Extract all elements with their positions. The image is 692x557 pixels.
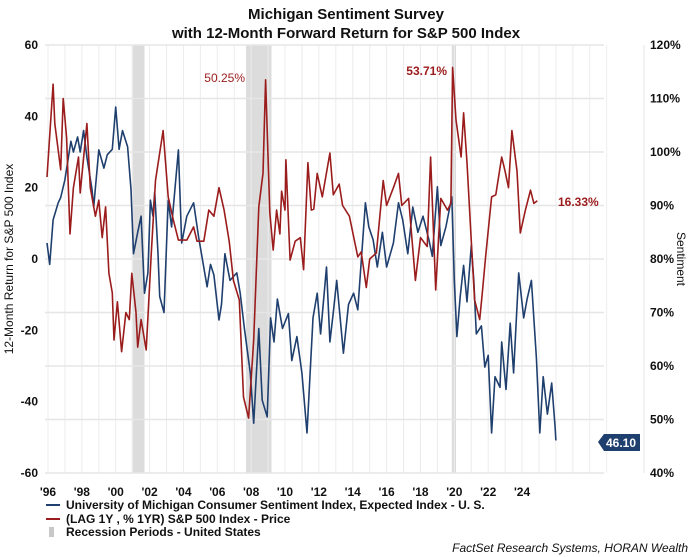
x-tick-label: '98 (74, 485, 91, 499)
x-tick-label: '06 (209, 485, 226, 499)
x-tick-label: '02 (141, 485, 158, 499)
left-tick-label: 60 (25, 38, 39, 52)
annotation-last-sp500: 16.33% (558, 195, 599, 209)
x-tick-label: '16 (378, 485, 395, 499)
x-tick-label: '20 (446, 485, 463, 499)
annotation-last-sentiment: 46.10 (606, 436, 636, 450)
x-tick-label: '96 (40, 485, 57, 499)
series-lines (46, 66, 557, 441)
annotation-peak-2020: 53.71% (406, 64, 447, 78)
right-axis-label: Sentiment (674, 232, 688, 287)
x-tick-label: '00 (108, 485, 125, 499)
left-axis-label: 12-Month Return for S&P 500 Index (2, 164, 16, 355)
source-note: FactSet Research Systems, HORAN Wealth (452, 541, 688, 555)
right-tick-label: 50% (650, 413, 674, 427)
axis-ticks: 60 40 20 0 -20 -40 -60 120% 110% 100% 90% 80% 70% 60%… (21, 38, 681, 499)
right-tick-label: 90% (650, 199, 674, 213)
last-sentiment-badge (598, 434, 640, 451)
annotation-peak-2008: 50.25% (204, 71, 245, 85)
right-tick-label: 100% (650, 145, 681, 159)
right-tick-label: 80% (650, 252, 674, 266)
left-tick-label: 20 (25, 181, 39, 195)
right-tick-label: 70% (650, 306, 674, 320)
right-tick-label: 110% (650, 92, 680, 106)
left-tick-label: -20 (21, 323, 39, 337)
right-tick-label: 120% (650, 38, 681, 52)
legend-recession: Recession Periods - United States (66, 525, 261, 539)
x-tick-label: '08 (243, 485, 260, 499)
sentiment-line (46, 106, 557, 441)
right-tick-label: 40% (650, 466, 674, 480)
x-tick-label: '04 (175, 485, 192, 499)
x-tick-label: '10 (277, 485, 294, 499)
x-tick-label: '18 (412, 485, 429, 499)
right-tick-label: 60% (650, 359, 674, 373)
sp500-return-line (46, 66, 538, 419)
x-tick-label: '22 (480, 485, 497, 499)
chart-title: Michigan Sentiment Survey (248, 6, 445, 23)
left-tick-label: 0 (31, 252, 38, 266)
legend-swatch-recession (49, 527, 54, 537)
chart-subtitle: with 12-Month Forward Return for S&P 500… (171, 25, 521, 42)
left-tick-label: 40 (25, 109, 39, 123)
left-tick-label: -60 (21, 466, 39, 480)
legend-sentiment: University of Michigan Consumer Sentimen… (66, 498, 485, 512)
left-tick-label: -40 (21, 395, 39, 409)
x-tick-label: '12 (311, 485, 328, 499)
legend-sp500: (LAG 1Y , % 1YR) S&P 500 Index - Price (66, 512, 291, 526)
x-tick-label: '14 (345, 485, 362, 499)
x-tick-label: '24 (514, 485, 531, 499)
